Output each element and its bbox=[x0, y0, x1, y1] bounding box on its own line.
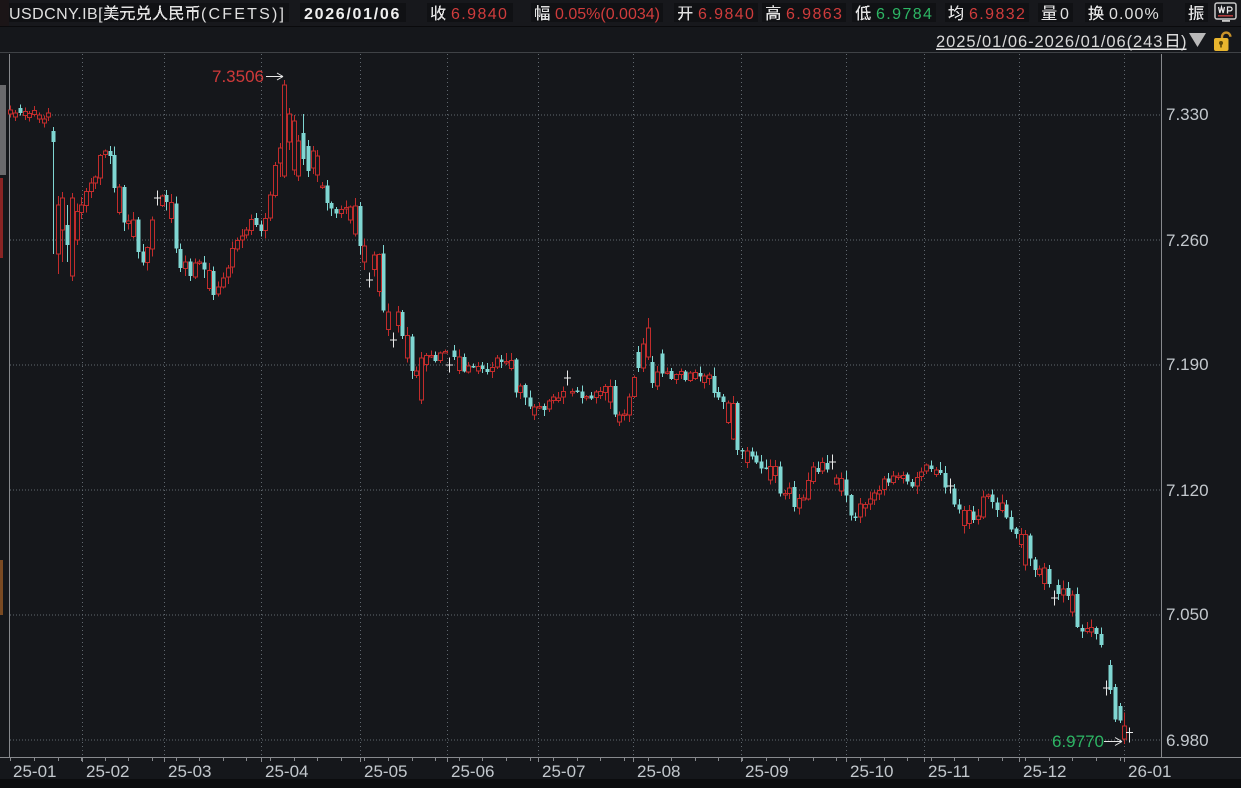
svg-text:): ) bbox=[1181, 33, 1187, 51]
svg-text:6.9784: 6.9784 bbox=[876, 6, 933, 23]
svg-text:25-07: 25-07 bbox=[542, 762, 585, 781]
svg-text:6.980: 6.980 bbox=[1166, 731, 1209, 750]
svg-text:7.260: 7.260 bbox=[1166, 231, 1209, 250]
svg-text:7.330: 7.330 bbox=[1166, 105, 1209, 124]
svg-text:USDCNY.IB[: USDCNY.IB[ bbox=[9, 6, 103, 23]
svg-text:2026/01/06: 2026/01/06 bbox=[304, 6, 401, 23]
svg-text:(CFETS)]: (CFETS)] bbox=[201, 6, 286, 23]
svg-text:7.120: 7.120 bbox=[1166, 481, 1209, 500]
svg-text:25-04: 25-04 bbox=[265, 762, 308, 781]
svg-text:25-02: 25-02 bbox=[86, 762, 129, 781]
svg-text:7.3506: 7.3506 bbox=[212, 67, 264, 86]
svg-text:6.9840: 6.9840 bbox=[698, 6, 755, 23]
svg-text:6.9863: 6.9863 bbox=[786, 6, 843, 23]
svg-text:25-11: 25-11 bbox=[928, 762, 970, 781]
svg-text:7.050: 7.050 bbox=[1166, 605, 1209, 624]
svg-text:6.9832: 6.9832 bbox=[969, 6, 1026, 23]
svg-text:25-05: 25-05 bbox=[364, 762, 407, 781]
svg-text:25-01: 25-01 bbox=[13, 762, 56, 781]
svg-text:25-10: 25-10 bbox=[850, 762, 893, 781]
svg-text:6.9770: 6.9770 bbox=[1052, 732, 1104, 751]
svg-text:25-08: 25-08 bbox=[637, 762, 680, 781]
svg-text:25-03: 25-03 bbox=[168, 762, 211, 781]
svg-text:25-09: 25-09 bbox=[745, 762, 788, 781]
svg-text:7.190: 7.190 bbox=[1166, 355, 1209, 374]
svg-text:0.05%(0.0034): 0.05%(0.0034) bbox=[555, 6, 660, 23]
svg-text:25-06: 25-06 bbox=[451, 762, 494, 781]
svg-text:25-12: 25-12 bbox=[1023, 762, 1066, 781]
svg-text:2025/01/06-2026/01/06(243: 2025/01/06-2026/01/06(243 bbox=[936, 33, 1163, 51]
svg-text:26-01: 26-01 bbox=[1128, 762, 1171, 781]
svg-text:0.00%: 0.00% bbox=[1109, 6, 1160, 23]
svg-text:0: 0 bbox=[1060, 6, 1069, 23]
svg-text:6.9840: 6.9840 bbox=[451, 6, 508, 23]
